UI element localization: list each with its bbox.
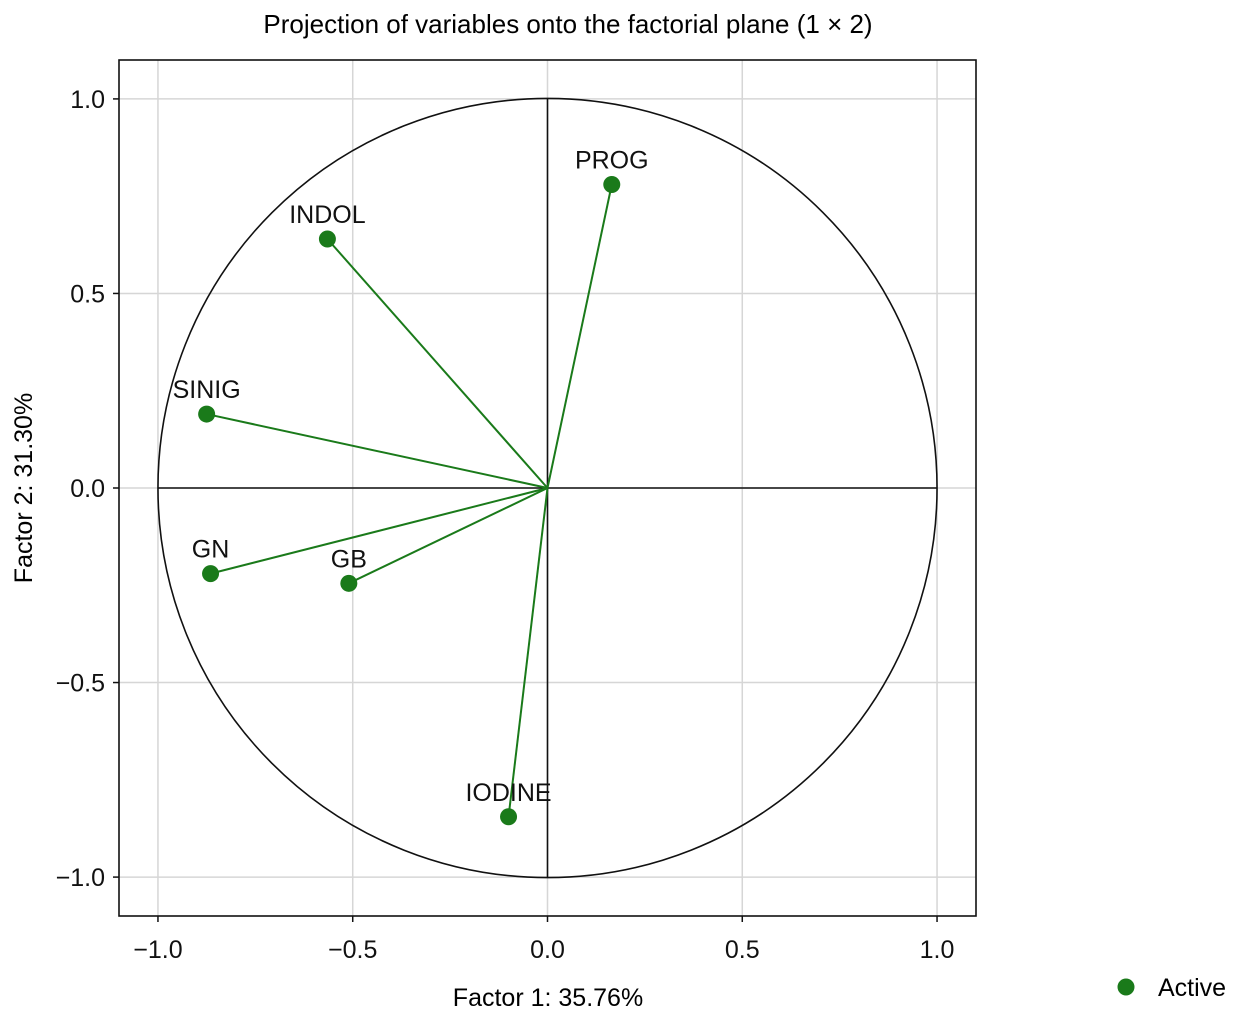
point-label-indol: INDOL [289,201,366,229]
point-prog [603,176,621,194]
point-labels: PROG INDOL SINIG GN GB IODINE [173,147,649,807]
vector-gb [348,487,548,585]
point-label-iodine: IODINE [465,779,551,807]
x-tick-label-1: −0.5 [328,936,377,964]
point-label-gb: GB [331,545,367,573]
y-tick-label-0: 1.0 [70,86,105,114]
data-points [198,176,621,826]
point-iodine [500,808,518,826]
unit-circle [157,97,938,879]
x-axis-ticks: −1.0 −0.5 0.0 0.5 1.0 [133,916,954,964]
vector-iodine [507,487,549,817]
y-tick-label-3: −0.5 [56,670,105,698]
x-tick-label-2: 0.0 [530,936,565,964]
vector-gn [210,487,548,575]
point-label-gn: GN [192,536,230,564]
point-gb [340,574,358,592]
vector-sinig [206,413,548,489]
y-tick-label-4: −1.0 [56,864,105,892]
x-axis-label: Factor 1: 35.76% [453,984,643,1012]
loading-vectors [206,184,613,817]
point-indol [318,230,336,248]
x-tick-label-0: −1.0 [133,936,182,964]
x-tick-label-4: 1.0 [920,936,955,964]
vector-indol [326,238,549,489]
y-axis-label: Factor 2: 31.30% [10,393,38,583]
legend-label-active: Active [1158,974,1226,1002]
x-tick-label-3: 0.5 [725,936,760,964]
point-label-prog: PROG [575,147,649,175]
y-tick-label-2: 0.0 [70,475,105,503]
point-sinig [198,405,216,423]
chart-title: Projection of variables onto the factori… [263,9,872,39]
y-axis-ticks: 1.0 0.5 0.0 −0.5 −1.0 [56,86,119,892]
point-label-sinig: SINIG [173,376,241,404]
legend: Active [1117,974,1226,1002]
point-gn [202,565,220,583]
vector-prog [546,184,613,489]
legend-marker-active [1117,978,1135,996]
y-tick-label-1: 0.5 [70,280,105,308]
